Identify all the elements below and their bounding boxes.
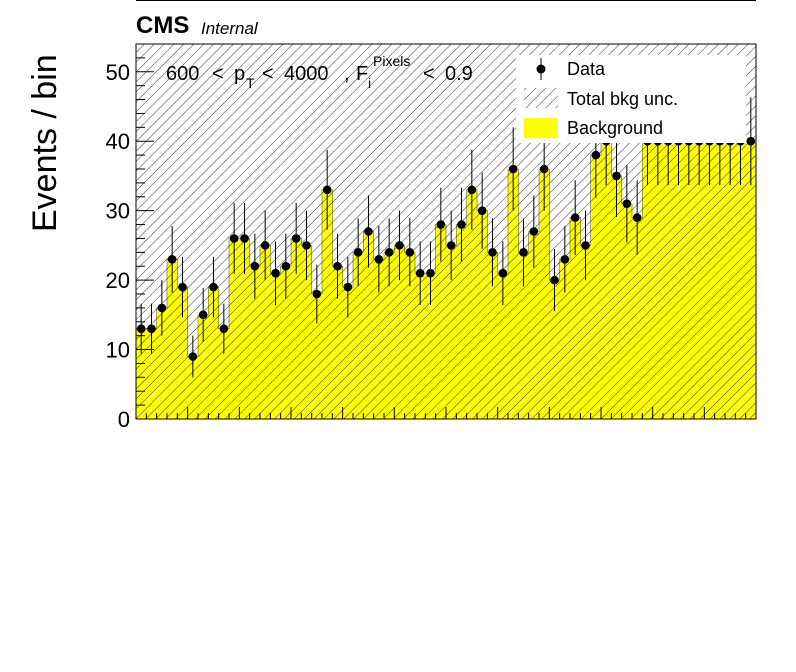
y-tick-label: 20 [106, 268, 130, 293]
y-tick-label: 0 [118, 407, 130, 432]
y-tick-label: 10 [106, 338, 130, 363]
data-point [498, 268, 508, 278]
data-point [405, 248, 415, 257]
data-point [188, 352, 198, 361]
y-axis-title: Events / bin [26, 54, 64, 232]
y-tick-label: 30 [106, 199, 130, 224]
f-symbol: F [356, 63, 368, 85]
data-point [622, 199, 632, 209]
selection-label: 600 < p T < 4000 , F i Pixels < 0.9 [166, 53, 473, 91]
data-point [343, 282, 353, 292]
data-point [271, 268, 280, 278]
pt-high: 4000 [284, 63, 329, 85]
legend-data-marker [536, 64, 546, 74]
experiment-label: CMS [136, 12, 189, 39]
legend: Data Total bkg unc. Background [516, 55, 746, 143]
data-point [250, 261, 260, 271]
data-point [312, 289, 322, 299]
data-point [508, 164, 518, 174]
data-point [229, 234, 239, 243]
data-point [426, 268, 435, 278]
data-point [591, 150, 601, 160]
data-point [302, 241, 311, 250]
y-tick-label: 50 [106, 60, 130, 85]
lt-2: < [262, 63, 274, 85]
axes: 0 10 20 30 40 50 [106, 43, 757, 432]
data-point [281, 261, 291, 271]
data-point [446, 241, 456, 250]
data-point [147, 324, 156, 334]
legend-bkg-swatch [524, 118, 558, 138]
data-point [570, 213, 580, 222]
f-superscript: Pixels [373, 53, 410, 69]
data-point [198, 310, 208, 320]
pt-low: 600 [166, 63, 199, 85]
data-point [178, 282, 187, 292]
data-point [436, 220, 446, 229]
data-point [384, 248, 394, 257]
data-point [167, 254, 177, 264]
status-label: Internal [201, 19, 259, 38]
data-point [240, 234, 249, 243]
data-point [260, 241, 270, 250]
cut-value: 0.9 [445, 63, 473, 85]
y-tick-label: 40 [106, 129, 130, 154]
pt-subscript: T [246, 75, 255, 91]
data-point [550, 275, 559, 285]
data-point [612, 171, 621, 181]
data-point [477, 206, 487, 215]
data-point [457, 220, 466, 229]
data-point [488, 248, 497, 257]
data-point [632, 213, 642, 222]
data-point [560, 254, 570, 264]
data-point [529, 227, 539, 236]
data-point [364, 227, 373, 236]
pt-symbol: p [234, 63, 245, 85]
data-point [374, 254, 384, 264]
data-point [539, 164, 549, 174]
data-point [581, 241, 590, 250]
data-point [157, 303, 167, 313]
data-point [136, 324, 146, 334]
data-point [333, 261, 342, 271]
data-point [467, 185, 477, 195]
data-point [395, 241, 404, 250]
legend-unc-label: Total bkg unc. [567, 89, 678, 109]
data-point [209, 282, 218, 292]
data-point [415, 268, 425, 278]
lt-1: < [212, 63, 224, 85]
data-point [746, 136, 756, 146]
legend-unc-swatch [524, 88, 558, 108]
data-point [291, 234, 301, 243]
separator: , [344, 63, 350, 85]
data-point [322, 185, 332, 195]
f-subscript: i [368, 75, 371, 91]
data-point [519, 248, 528, 257]
data-point [219, 324, 229, 334]
data-point [353, 248, 363, 257]
legend-data-label: Data [567, 59, 606, 79]
legend-bkg-label: Background [567, 118, 663, 138]
lt-3: < [423, 63, 435, 85]
